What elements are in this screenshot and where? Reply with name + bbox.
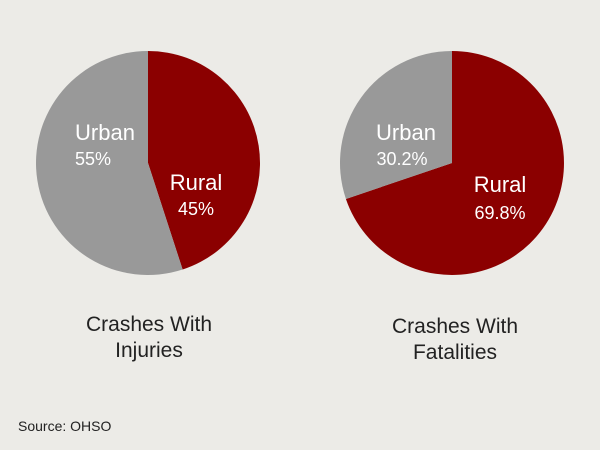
pie-label-injuries-rural-name: Rural xyxy=(170,170,223,195)
chart-title-fatalities-line-2: Fatalities xyxy=(412,341,498,364)
pie-slice-fatalities-urban xyxy=(339,51,452,199)
pie-label-fatalities-rural-name: Rural xyxy=(474,172,527,197)
pie-slice-fatalities-rural xyxy=(345,51,564,275)
chart-title-fatalities-line-1: Crashes With xyxy=(391,315,519,338)
source-note: Source: OHSO xyxy=(18,418,112,434)
pie-label-injuries-urban-percent: 55% xyxy=(75,149,111,169)
chart-title-injuries-line-1: Crashes With xyxy=(85,313,213,336)
chart-title-injuries: Crashes With Injuries xyxy=(44,312,254,364)
pie-slice-injuries-rural xyxy=(148,51,261,270)
pie-label-fatalities-rural-percent: 69.8% xyxy=(474,203,525,223)
pie-label-injuries-urban-name: Urban xyxy=(75,120,135,145)
pie-label-fatalities-urban-percent: 30.2% xyxy=(376,149,427,169)
pie-label-injuries-rural-percent: 45% xyxy=(178,199,214,219)
pie-label-fatalities-urban-name: Urban xyxy=(376,120,436,145)
chart-title-fatalities: Crashes With Fatalities xyxy=(350,314,560,366)
pie-slice-injuries-urban xyxy=(36,51,183,275)
chart-title-injuries-line-2: Injuries xyxy=(115,339,183,362)
